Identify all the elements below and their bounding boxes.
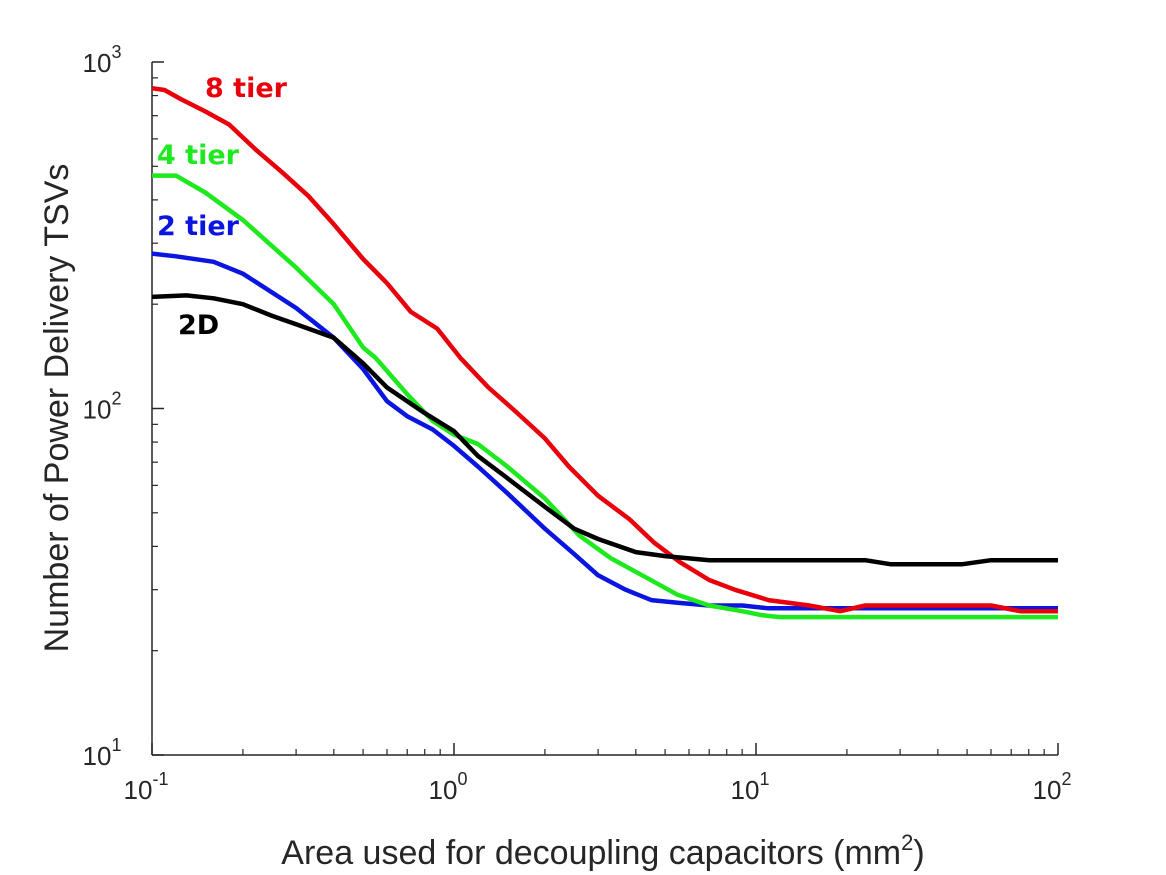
y-tick-label-exp: 3 xyxy=(111,42,121,62)
ticks xyxy=(151,61,1059,756)
x-tick-label-exp: -1 xyxy=(152,769,168,789)
series-line-8-tier xyxy=(151,85,1058,614)
y-tick-label-base: 10 xyxy=(83,48,112,78)
series-line-4-tier xyxy=(152,173,1058,620)
y-tick-label-base: 10 xyxy=(83,395,112,425)
y-tick-label: 101 xyxy=(83,735,122,771)
y-tick-label-exp: 1 xyxy=(111,735,121,755)
y-tick-label-base: 10 xyxy=(83,741,112,771)
series-line-2-tier xyxy=(151,251,1058,611)
x-tick-label: 102 xyxy=(1033,769,1072,805)
series-label-4-tier: 4 tier xyxy=(157,140,240,171)
series-label-8-tier: 8 tier xyxy=(205,73,288,104)
series-label-2d: 2D xyxy=(178,310,219,341)
x-tick-label-exp: 1 xyxy=(759,769,769,789)
x-tick-label-base: 10 xyxy=(429,775,458,805)
y-tick-label: 103 xyxy=(83,42,122,78)
x-tick-label-base: 10 xyxy=(1033,775,1062,805)
x-tick-label-base: 10 xyxy=(124,775,153,805)
series-line-2d xyxy=(151,293,1058,567)
y-tick-label-exp: 2 xyxy=(111,389,121,409)
x-axis-title: Area used for decoupling capacitors (mm2… xyxy=(281,830,924,872)
y-axis-title: Number of Power Delivery TSVs xyxy=(38,164,76,653)
x-tick-label-base: 10 xyxy=(731,775,760,805)
x-axis-title-sup: 2 xyxy=(901,830,913,855)
x-axis-title-suffix: ) xyxy=(913,834,924,872)
x-tick-label: 10-1 xyxy=(124,769,169,805)
x-tick-label-exp: 0 xyxy=(457,769,467,789)
series-labels: 8 tier 4 tier 2 tier 2D xyxy=(157,73,288,341)
x-tick-label: 101 xyxy=(731,769,770,805)
x-tick-label: 100 xyxy=(429,769,468,805)
series-label-2-tier: 2 tier xyxy=(157,211,240,242)
y-tick-label: 102 xyxy=(83,389,122,425)
series-lines xyxy=(151,85,1058,620)
x-tick-label-exp: 2 xyxy=(1061,769,1071,789)
x-axis-title-text: Area used for decoupling capacitors (mm xyxy=(281,834,901,872)
